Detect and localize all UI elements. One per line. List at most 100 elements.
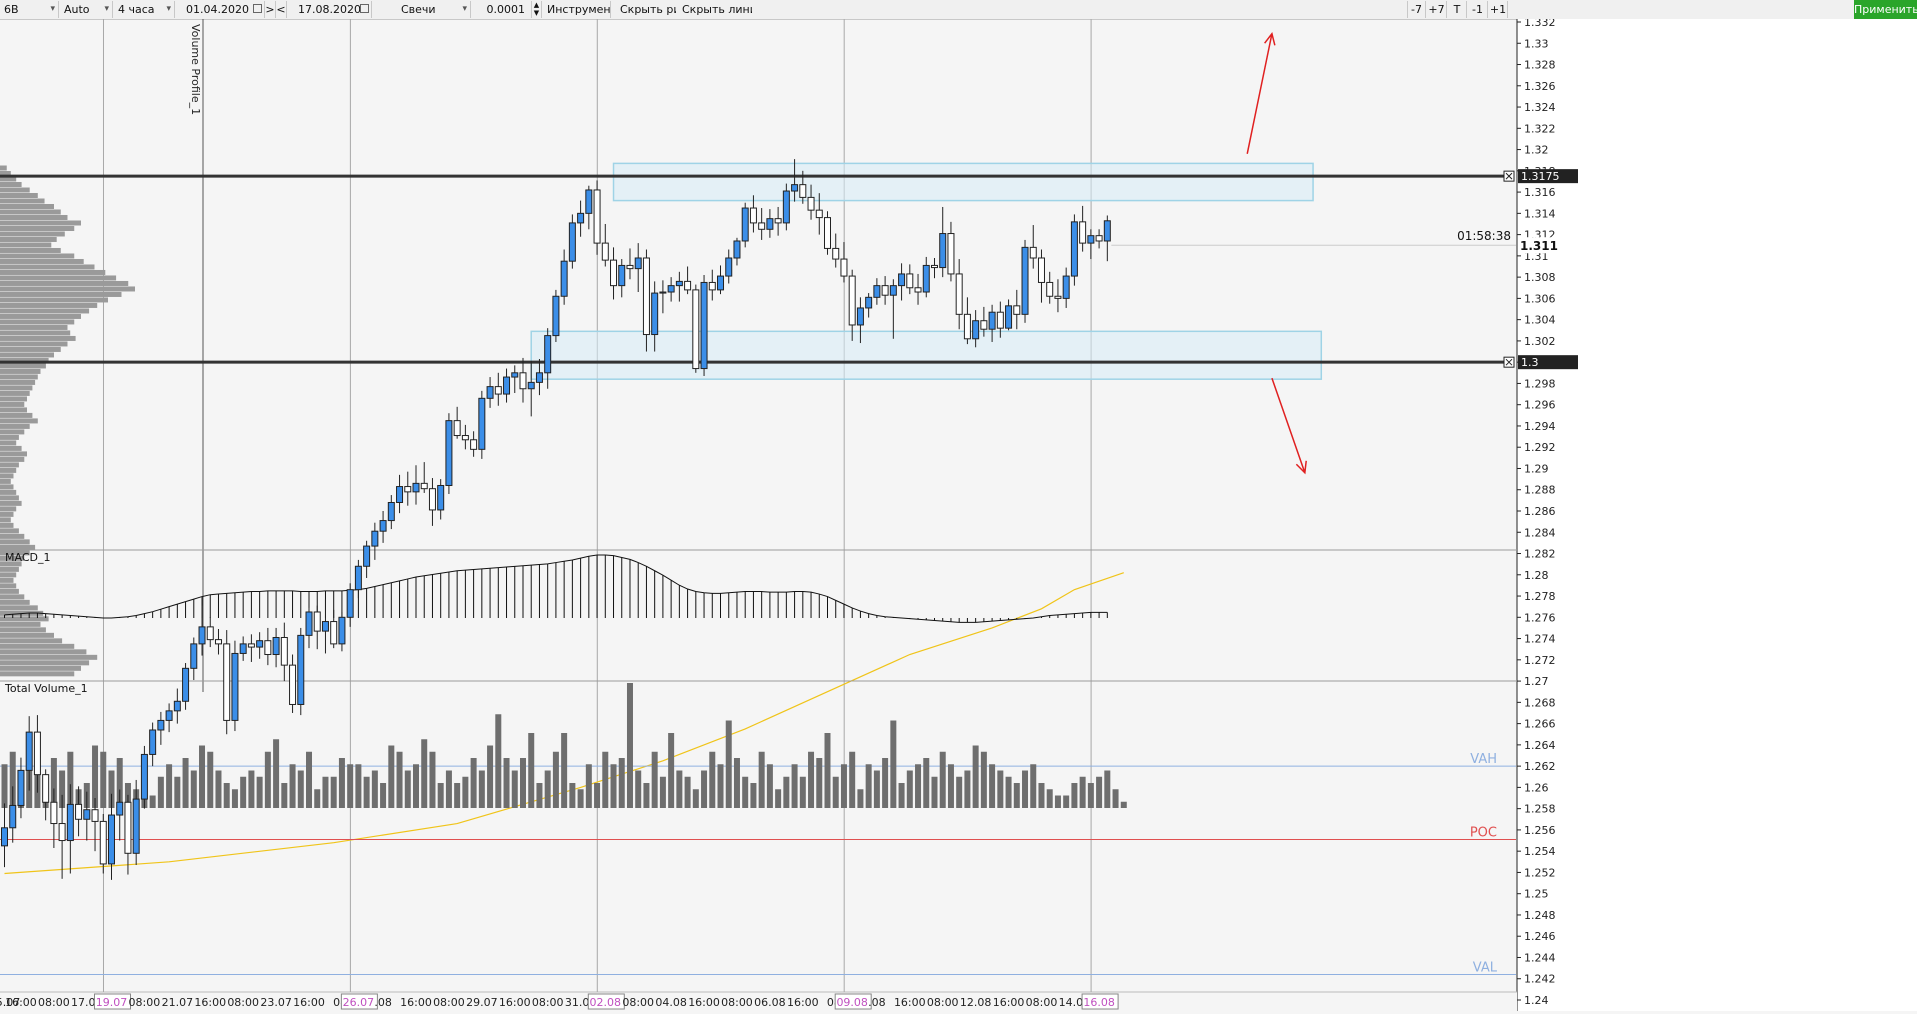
- price-tick-label: 1.316: [1524, 186, 1556, 199]
- candle-body: [577, 212, 585, 224]
- price-tick-label: 1.302: [1524, 335, 1556, 348]
- price-tick-label: 1.26: [1524, 781, 1549, 794]
- volume-profile-bar: [0, 308, 90, 314]
- tick-size-input[interactable]: 0.0001: [472, 1, 532, 18]
- volume-bar: [240, 776, 247, 808]
- volume-bar: [116, 758, 123, 808]
- shift-minus1-button[interactable]: -1: [1468, 1, 1488, 18]
- volume-bar: [437, 783, 444, 808]
- candle-body: [865, 296, 873, 309]
- shift-plus7-button[interactable]: +7: [1427, 1, 1447, 18]
- candle-body: [675, 280, 683, 287]
- candle-body: [519, 372, 527, 390]
- price-tick-label: 1.266: [1524, 718, 1556, 731]
- volume-profile-bar: [0, 165, 7, 171]
- stepper-down-icon[interactable]: ▼: [533, 9, 540, 17]
- next-button[interactable]: >: [265, 1, 276, 18]
- volume-profile-bar: [0, 352, 54, 358]
- volume-bar: [166, 764, 173, 808]
- time-tick-label: 08:00: [532, 996, 564, 1009]
- volume-bar: [248, 770, 255, 808]
- volume-profile-bar: [0, 599, 30, 605]
- volume-profile-bar: [0, 171, 11, 177]
- candle-body: [634, 257, 642, 270]
- time-tick-label: 08:00: [227, 996, 259, 1009]
- scale-mode-value: Auto: [64, 3, 90, 16]
- volume-profile-bar: [0, 330, 71, 336]
- chart-area[interactable]: 1.3321.331.3281.3261.3241.3221.321.3181.…: [0, 16, 1917, 1011]
- time-tick-label: 06.08: [754, 996, 786, 1009]
- price-tick-label: 1.328: [1524, 59, 1556, 72]
- candle-body: [626, 264, 634, 270]
- volume-profile-bar: [0, 346, 61, 352]
- calendar-icon[interactable]: [253, 4, 262, 13]
- candle-body: [963, 313, 971, 340]
- hide-drawings-button[interactable]: Скрыть рис.: [616, 1, 676, 18]
- price-tick-label: 1.254: [1524, 845, 1556, 858]
- apply-button[interactable]: Применить: [1854, 0, 1917, 19]
- volume-bar: [1, 764, 8, 808]
- volume-profile-bar: [0, 390, 30, 396]
- time-tick-label: 08:00: [38, 996, 70, 1009]
- volume-profile-bar: [0, 550, 30, 556]
- price-tick-label: 1.326: [1524, 80, 1556, 93]
- volume-profile-bar: [0, 462, 19, 468]
- calendar-icon[interactable]: [360, 4, 369, 13]
- candle-body: [840, 258, 848, 277]
- candle-body: [1013, 305, 1021, 315]
- time-tick-label: 16:00: [787, 996, 819, 1009]
- volume-profile-bar: [0, 264, 95, 270]
- volume-bar: [569, 783, 576, 808]
- volume-profile-bar: [0, 627, 46, 633]
- price-tick-label: 1.262: [1524, 760, 1556, 773]
- volume-bar: [610, 764, 617, 808]
- stepper-up-icon[interactable]: ▲: [533, 1, 540, 9]
- candle-body: [107, 814, 115, 865]
- date-to-field[interactable]: 17.08.2020: [288, 1, 372, 18]
- volume-bar: [544, 770, 551, 808]
- instruments-button[interactable]: Инструменты: [543, 1, 611, 18]
- candle-body: [972, 320, 980, 340]
- shift-minus1-label: -1: [1472, 3, 1483, 16]
- shift-minus7-button[interactable]: -7: [1407, 1, 1426, 18]
- time-tick-label: 26.07: [343, 996, 375, 1009]
- volume-profile-bar: [0, 572, 17, 578]
- volume-bar: [174, 776, 181, 808]
- symbol-select[interactable]: 6B: [0, 1, 59, 18]
- volume-bar: [997, 770, 1004, 808]
- price-tick-label: 1.252: [1524, 866, 1556, 879]
- timeframe-select[interactable]: 4 часа: [114, 1, 175, 18]
- scale-mode-select[interactable]: Auto: [60, 1, 113, 18]
- tick-size-stepper[interactable]: ▲ ▼: [532, 1, 542, 18]
- volume-bar: [1005, 776, 1012, 808]
- shift-plus1-button[interactable]: +1: [1489, 1, 1508, 18]
- volume-bar: [791, 764, 798, 808]
- chart-type-select[interactable]: Свечи: [373, 1, 471, 18]
- chart-canvas[interactable]: 1.3321.331.3281.3261.3241.3221.321.3181.…: [0, 16, 1917, 1011]
- volume-profile-bar: [0, 198, 45, 204]
- volume-bar: [1096, 776, 1103, 808]
- arrow-head-icon: [1264, 32, 1276, 46]
- date-from-field[interactable]: 01.04.2020: [176, 1, 265, 18]
- volume-bar: [519, 758, 526, 808]
- volume-profile-bar: [0, 616, 49, 622]
- volume-bar: [676, 770, 683, 808]
- candle-body: [1, 827, 8, 847]
- time-tick-label: 16:00: [499, 996, 531, 1009]
- candle-body: [807, 196, 815, 211]
- volume-bar: [585, 764, 592, 808]
- candle-body: [346, 589, 354, 618]
- candle-body: [782, 190, 790, 224]
- timeframe-value: 4 часа: [118, 3, 155, 16]
- prev-button[interactable]: <: [276, 1, 287, 18]
- volume-profile-bar: [0, 423, 30, 429]
- hide-lines-button[interactable]: Скрыть линии: [678, 1, 752, 18]
- candle-body: [659, 291, 667, 294]
- volume-profile-bar: [0, 269, 106, 275]
- today-button[interactable]: T: [1448, 1, 1467, 18]
- volume-profile-bar: [0, 231, 65, 237]
- price-tick-label: 1.268: [1524, 696, 1556, 709]
- volume-profile-bar: [0, 594, 25, 600]
- time-tick-label: 12.08: [960, 996, 992, 1009]
- candle-body: [9, 804, 17, 829]
